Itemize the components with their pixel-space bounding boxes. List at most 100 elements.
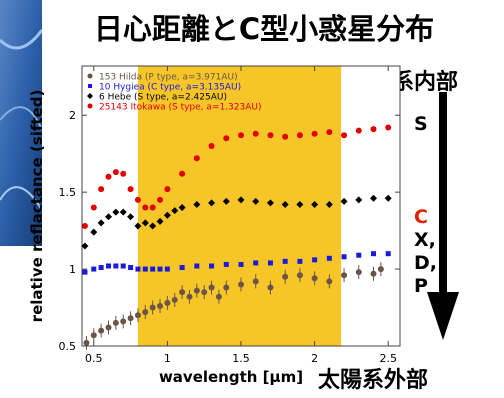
data-point (385, 251, 391, 257)
data-point (355, 196, 363, 204)
x-tick-label: 1 (164, 352, 171, 365)
data-point (223, 284, 230, 291)
data-point (282, 133, 289, 140)
y-axis-label: relative reflactance (sifted) (28, 90, 46, 323)
data-point (141, 219, 149, 227)
data-point (150, 266, 156, 272)
data-point (193, 287, 200, 294)
data-point (112, 208, 120, 216)
legend-label: 25143 Itokawa (S type, a=1.323AU) (99, 103, 261, 113)
data-point (341, 254, 347, 260)
data-point (83, 339, 90, 346)
data-point (134, 222, 142, 230)
data-point (266, 199, 274, 207)
class-s-label: S (414, 113, 428, 135)
data-point (238, 261, 244, 267)
data-point (356, 252, 362, 258)
data-point (208, 143, 215, 149)
data-point (282, 258, 288, 264)
data-point (127, 186, 134, 193)
data-point (253, 260, 259, 266)
data-point (201, 289, 208, 296)
data-point (157, 303, 164, 309)
slide-title: 日心距離とC型小惑星分布 (93, 12, 435, 46)
data-point (149, 304, 156, 311)
data-point (193, 155, 200, 162)
data-point (81, 223, 88, 229)
data-point (149, 204, 156, 211)
data-point (98, 327, 105, 334)
data-point (112, 319, 119, 326)
data-point (142, 204, 149, 211)
legend-marker (87, 93, 93, 99)
data-point (193, 200, 201, 208)
data-point (326, 255, 332, 261)
data-point (82, 269, 88, 275)
data-point (222, 197, 230, 205)
data-point (134, 312, 141, 319)
data-point (98, 265, 104, 271)
data-point (112, 169, 119, 176)
data-point (90, 204, 97, 211)
x-axis-label: wavelength [μm] (159, 368, 303, 386)
legend-label: 153 Hilda (P type, a=3.971AU) (99, 73, 238, 83)
data-point (90, 228, 98, 236)
class-d-label: D, (414, 252, 437, 274)
data-point (341, 132, 348, 139)
outer-solar-system-label: 太陽系外部 (318, 368, 429, 393)
data-point (371, 251, 376, 257)
legend-label: 6 Hebe (S type, a=2.425AU) (99, 93, 227, 103)
data-point (340, 197, 348, 205)
data-point (127, 213, 135, 221)
data-point (238, 132, 244, 139)
x-tick-label: 1.5 (232, 352, 250, 365)
data-point (179, 265, 185, 271)
data-point (281, 200, 289, 208)
data-point (156, 217, 164, 225)
data-point (120, 263, 126, 269)
data-point (312, 257, 318, 263)
data-point (127, 315, 134, 322)
data-point (208, 199, 216, 207)
data-point (164, 266, 170, 272)
data-point (326, 278, 333, 285)
data-point (164, 186, 171, 193)
data-point (370, 270, 377, 277)
data-point (252, 130, 259, 137)
data-point (296, 200, 304, 208)
data-point (325, 200, 333, 208)
data-point (296, 272, 303, 279)
x-tick-label: 0.5 (85, 352, 103, 365)
data-point (98, 186, 105, 193)
data-point (384, 194, 392, 202)
data-point (267, 284, 274, 291)
data-point (311, 200, 319, 208)
x-tick-label: 2 (311, 352, 318, 365)
data-point (179, 170, 186, 177)
y-tick-label: 2 (69, 109, 76, 122)
data-point (105, 213, 112, 221)
data-point (149, 222, 157, 230)
data-point (297, 258, 303, 264)
data-point (171, 296, 178, 303)
data-point (252, 197, 260, 205)
data-point (209, 263, 215, 269)
legend-marker (87, 103, 93, 109)
class-c-label: C (414, 206, 428, 228)
y-tick-label: 0.5 (59, 340, 77, 353)
data-point (341, 272, 348, 279)
data-point (142, 266, 148, 272)
data-point (120, 318, 127, 325)
x-tick-label: 2.5 (379, 352, 397, 365)
legend-label: 10 Hygiea (C type, a=3.135AU) (99, 83, 241, 93)
data-point (215, 293, 222, 300)
down-arrow-icon (427, 92, 459, 340)
data-point (223, 261, 229, 267)
data-point (135, 266, 141, 272)
data-point (237, 196, 245, 204)
data-point (223, 135, 230, 142)
data-point (186, 293, 193, 300)
data-point (208, 284, 215, 291)
y-tick-label: 1.5 (59, 186, 77, 199)
data-point (106, 263, 111, 269)
